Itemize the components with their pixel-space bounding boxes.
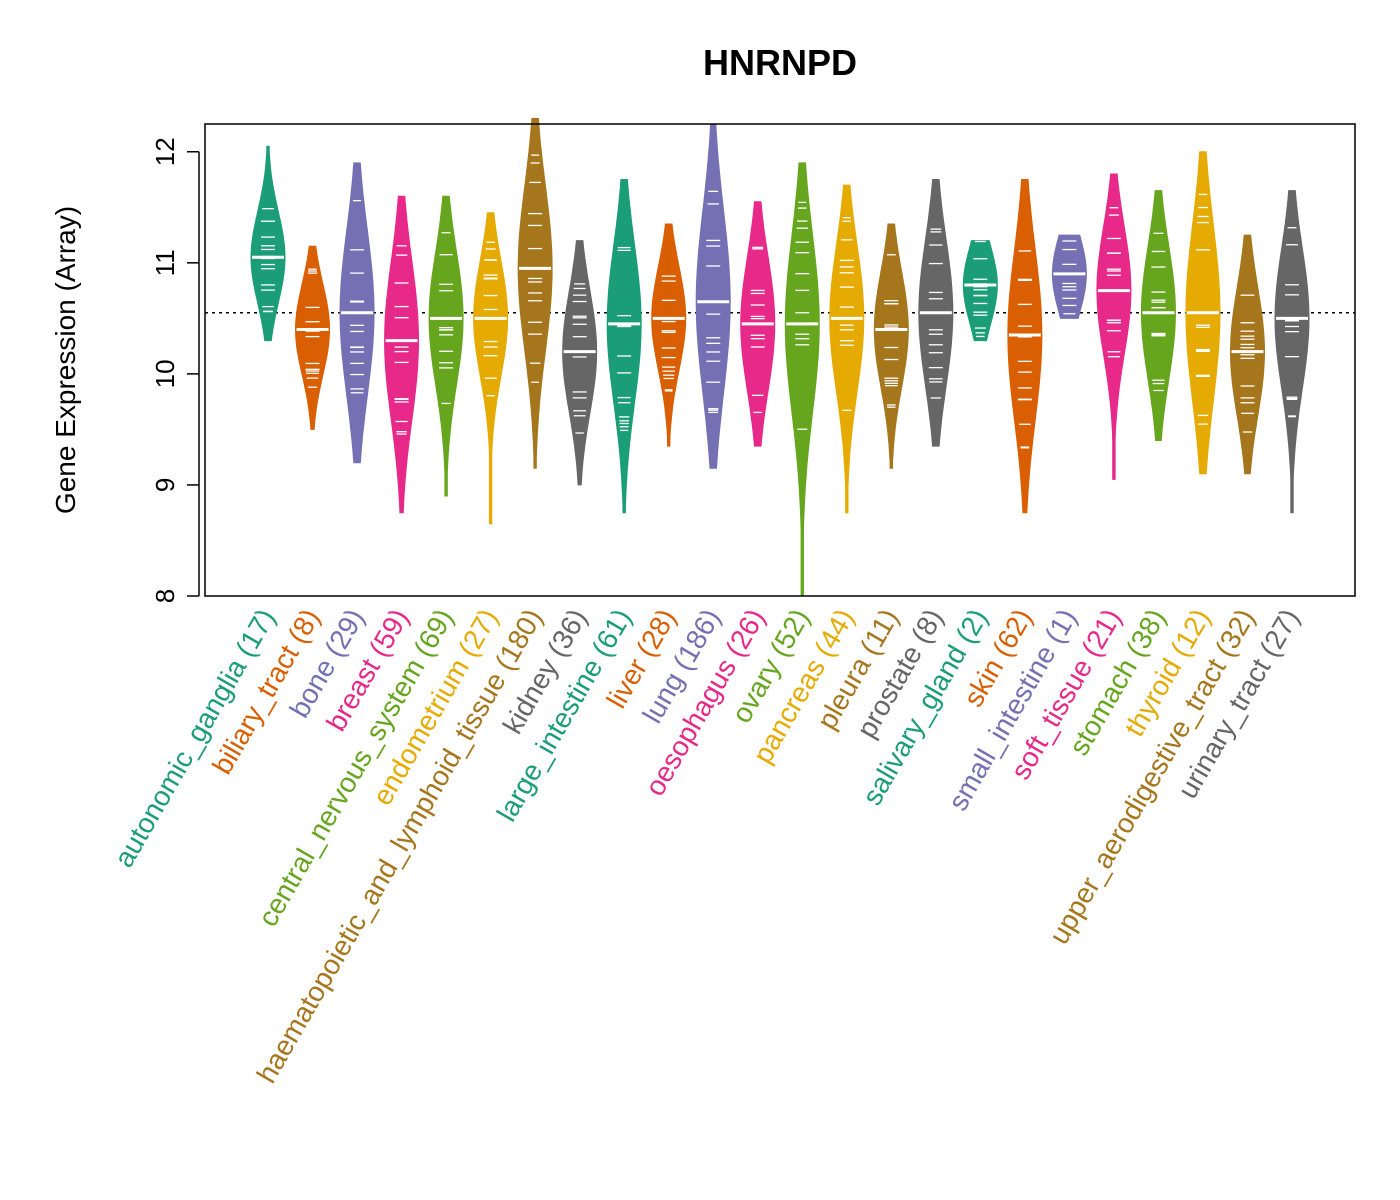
violin-endometrium <box>473 212 509 525</box>
violin-group <box>205 117 1355 597</box>
violin-skin <box>1007 179 1043 514</box>
violin-haematopoietic_and_lymphoid_tissue <box>517 117 553 469</box>
violin-pancreas <box>829 184 865 514</box>
violin-small_intestine <box>1051 234 1087 319</box>
violin-autonomic_ganglia <box>250 145 286 342</box>
y-tick-label: 11 <box>150 249 180 276</box>
y-tick-label: 9 <box>150 478 180 492</box>
violin-biliary_tract <box>294 245 330 430</box>
violin-central_nervous_system <box>428 195 464 497</box>
y-axis-label: Gene Expression (Array) <box>50 206 81 514</box>
violin-stomach <box>1140 190 1176 441</box>
violin-prostate <box>918 179 954 447</box>
violin-pleura <box>873 223 909 469</box>
violin-breast <box>384 195 420 514</box>
violin-soft_tissue <box>1096 173 1132 480</box>
y-tick-label: 8 <box>150 589 180 603</box>
violin-large_intestine <box>606 179 642 514</box>
violin-urinary_tract <box>1274 190 1310 514</box>
y-tick-label: 12 <box>150 137 180 166</box>
violin-kidney <box>562 240 598 486</box>
violin-ovary <box>784 162 820 597</box>
plot-frame <box>204 123 1356 597</box>
chart-title: HNRNPD <box>703 42 857 83</box>
violin-thyroid <box>1185 151 1221 475</box>
violin-bone <box>339 162 375 464</box>
violin-upper_aerodigestive_tract <box>1230 234 1265 475</box>
y-tick-label: 10 <box>150 359 180 388</box>
violin-salivary_gland <box>962 240 998 342</box>
violin-lung <box>695 123 731 469</box>
violin-oesophagus <box>740 201 776 447</box>
violin-liver <box>651 223 687 447</box>
y-axis: 8 9 10 11 12 <box>150 137 200 603</box>
x-axis-labels: autonomic_ganglia (17)biliary_tract (8)b… <box>108 604 1305 1089</box>
